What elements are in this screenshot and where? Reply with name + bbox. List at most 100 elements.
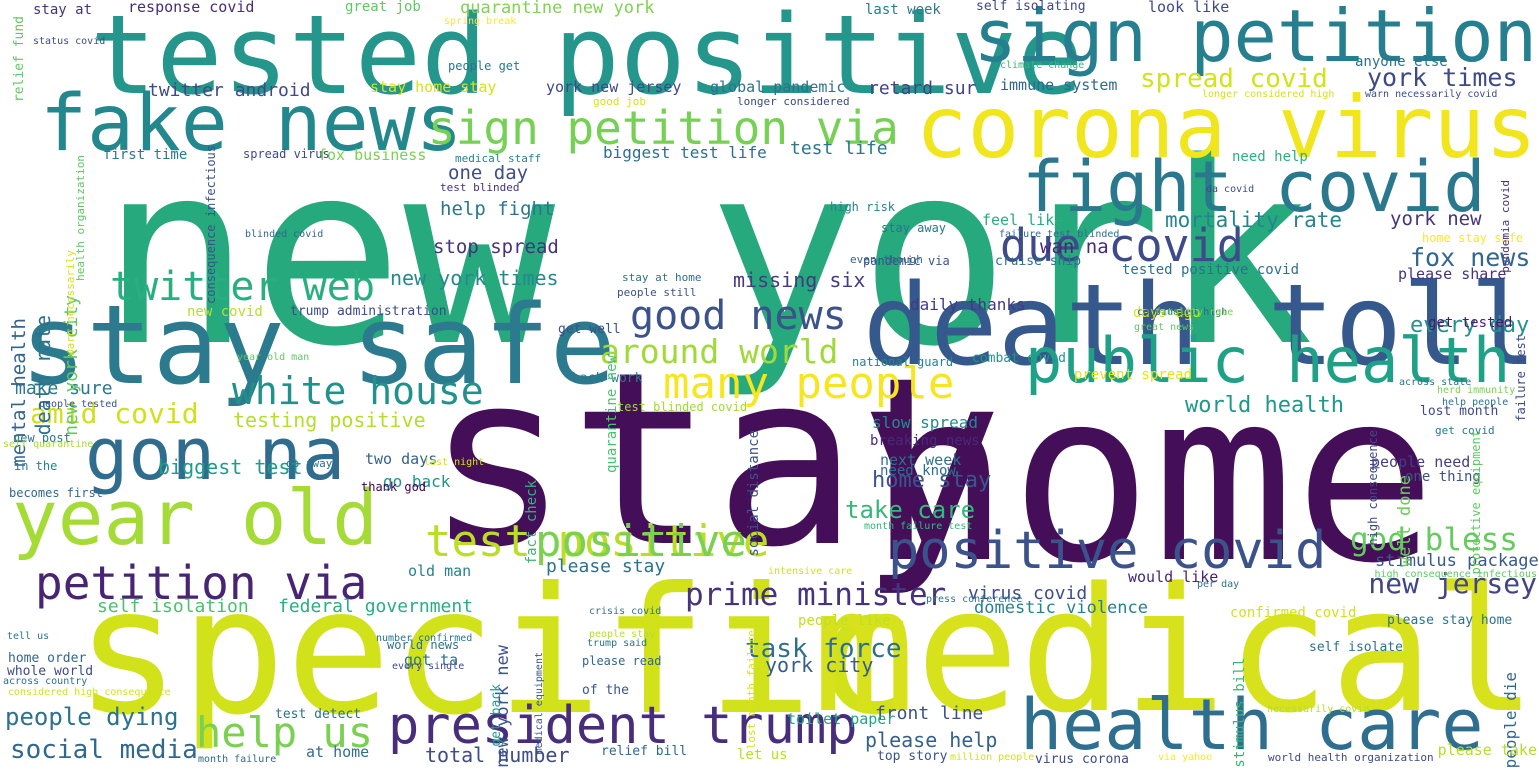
word-many-people: many people (663, 358, 955, 409)
word-please-stay-home: please stay home (1387, 613, 1513, 628)
word-stay-safe: stay safe (20, 281, 617, 409)
word-at-home: at home (306, 743, 370, 761)
word-amid-covid: amid covid (30, 397, 199, 430)
word-pandemic-via: pandemic via (863, 254, 950, 268)
word-help-us: help us (196, 708, 374, 757)
word-total-number: total number (425, 743, 570, 767)
word-immune-system: immune system (1000, 76, 1118, 94)
word-across-country: across country (3, 676, 88, 687)
word-get-back: get back (489, 684, 504, 747)
word-da-covid: da covid (1206, 184, 1255, 195)
word-fake-news: fake news (40, 79, 463, 169)
word-positive: positive (535, 516, 747, 567)
word-please-stay: please stay (546, 556, 666, 577)
word-get-covid: get covid (1435, 424, 1495, 437)
word-virus-covid: virus covid (968, 583, 1088, 604)
word-need-know: need know (880, 463, 956, 479)
word-herd-immunity: herd immunity (1437, 385, 1516, 396)
word-slow-spread: slow spread (872, 413, 978, 432)
word-test-blinded-covid: test blinded covid (617, 400, 748, 414)
word-failure-test: failure test (1514, 335, 1528, 422)
word-please-share: please share (1398, 265, 1507, 283)
word-every-day: every day (1410, 313, 1530, 338)
word-please-help: please help (865, 728, 998, 752)
word-fox-business: fox business (318, 146, 427, 164)
word-get-tested: get tested (1428, 315, 1513, 331)
word-stay: stay (425, 320, 1003, 600)
word-first-time: first time (103, 147, 188, 163)
word-president-trump: president trump (388, 696, 858, 756)
word-considered-high-consequence: considered high consequence (8, 687, 171, 698)
word-breaking-news: breaking news (870, 433, 980, 449)
word-warn-necessarily-covid: warn necessarily covid (1365, 89, 1498, 100)
word-world-news: world news (387, 638, 460, 652)
word-around-world: around world (600, 332, 839, 371)
word-longer-considered-high: longer considered high (1202, 89, 1335, 100)
word-people-stay: people stay (589, 629, 656, 640)
word-look-like: look like (1148, 0, 1230, 16)
word-fact-check: fact check (524, 480, 540, 565)
word-stimulus-package: stimulus package (1375, 551, 1539, 571)
word-great-job: great job (345, 0, 421, 15)
word-one-day: one day (448, 162, 529, 184)
word-even-though: even though (850, 253, 923, 266)
word-petition-via: petition via (35, 556, 368, 610)
word-tested-positive-covid: tested positive covid (1122, 262, 1300, 278)
word-go-away: go away (286, 457, 333, 470)
word-due-covid: due covid (1000, 219, 1244, 272)
word-spread-virus: spread virus (243, 147, 330, 161)
word-sign-petition-via: sign petition via (428, 101, 899, 155)
word-protective-equipment: protective equipment (1469, 430, 1483, 575)
word-god-bless: god bless (1350, 522, 1518, 558)
word-well-done: well done (1395, 475, 1415, 568)
word-crisis-covid: crisis covid (589, 606, 662, 617)
word-make-sure: make sure (15, 378, 113, 399)
word-biggest-test: biggest test (158, 455, 303, 479)
word-intensive-care: intensive care (768, 566, 853, 577)
word-home-stay-safe: home stay safe (1422, 231, 1524, 245)
word-relief-fund: relief fund (12, 16, 27, 103)
word-people-dying: people dying (5, 703, 179, 731)
word-test-positive: test positive (425, 516, 770, 567)
word-quarantine-new: quarantine new (604, 355, 620, 474)
word-death-rate: death rate (31, 315, 55, 436)
word-across-state: across state (1399, 377, 1472, 388)
word-spread-covid: spread covid (1140, 64, 1328, 94)
word-prime-minister: prime minister (685, 577, 947, 613)
word-people-get: people get (448, 59, 521, 73)
word-high-risk: high risk (830, 200, 896, 214)
word-daily-thanks: daily thanks (910, 295, 1026, 314)
word-medical: medical (812, 550, 1537, 751)
word-back-work: back work (572, 371, 643, 386)
word-of-the: of the (582, 683, 629, 698)
word-considered-high: considered high (1137, 307, 1228, 318)
word-federal-government: federal government (278, 596, 474, 617)
word-york-new-jersey: york new jersey (546, 78, 682, 96)
word-combat-covid: combat covid (972, 351, 1066, 366)
word-million-people: million people (950, 752, 1035, 763)
word-next-week: next week (880, 451, 962, 469)
word-health-care: health care (1020, 684, 1484, 766)
word-fight-covid: fight covid (1022, 146, 1486, 228)
word-toilet-paper: toilet paper (787, 710, 896, 728)
word-help-fight: help fight (440, 198, 555, 220)
word-top-story: top story (877, 749, 948, 764)
word-help-people: help people (1442, 397, 1509, 408)
word-get-well: get well (558, 322, 621, 337)
word-new-post: new post (13, 431, 71, 445)
word-two-days: two days (365, 450, 438, 468)
word-whole-world: whole world (7, 664, 94, 679)
word-go-back: go back (383, 472, 451, 491)
word-relief-bill: relief bill (601, 744, 688, 759)
word-mortality-rate: mortality rate (1165, 208, 1343, 232)
word-task-force: task force (745, 634, 902, 664)
word-specific: specific (75, 551, 918, 754)
word-home-stay: home stay (872, 468, 992, 493)
word-would-like: would like (1128, 568, 1219, 586)
word-stay-away: stay away (881, 221, 947, 235)
word-domestic-violence: domestic violence (974, 598, 1148, 618)
word-social-distance: social distance (746, 430, 762, 557)
word-response-covid: response covid (128, 0, 255, 16)
word-in-the: in the (14, 459, 58, 473)
word-press-conference: press conference (926, 594, 1023, 605)
